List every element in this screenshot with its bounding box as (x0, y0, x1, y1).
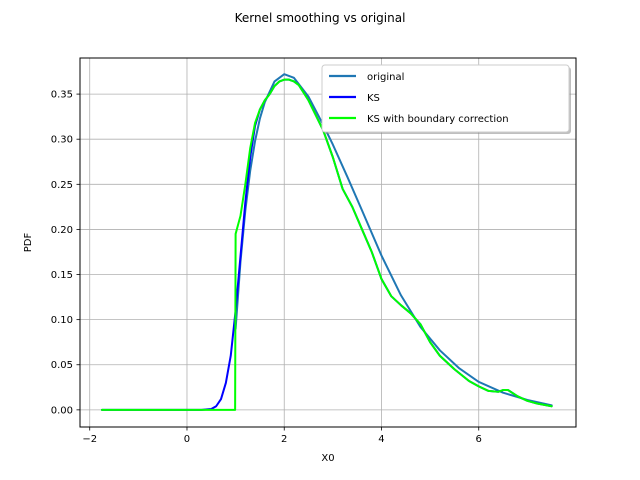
legend-label: original (367, 72, 404, 83)
legend: original KS KS with boundary correction (321, 64, 571, 134)
legend-label: KS (367, 93, 380, 104)
series-layer (100, 73, 553, 411)
y-tick-label: 0.35 (51, 90, 73, 101)
x-tick-label: 2 (281, 434, 287, 445)
x-tick-label: 6 (476, 434, 482, 445)
ticks-layer: −2 0 2 4 6 0.00 0.05 0.10 0.15 0.20 0.25 0.30 0.35 (51, 90, 482, 445)
y-tick-label: 0.25 (51, 180, 73, 191)
grid (80, 58, 576, 427)
series-line-0 (234, 73, 553, 407)
y-tick-label: 0.30 (51, 135, 73, 146)
legend-box (321, 64, 570, 133)
y-tick-label: 0.20 (51, 225, 73, 236)
y-tick-label: 0.15 (51, 270, 73, 281)
y-tick-label: 0.10 (51, 315, 73, 326)
legend-label: KS with boundary correction (367, 114, 509, 125)
y-axis-label: PDF (23, 233, 34, 253)
x-axis-label: X0 (321, 453, 334, 464)
plot-area: −2 0 2 4 6 0.00 0.05 0.10 0.15 0.20 0.25 0.30 0.35 (51, 57, 577, 445)
axes-frame (79, 57, 577, 428)
x-tick-label: −2 (82, 434, 97, 445)
y-tick-label: 0.00 (51, 405, 73, 416)
x-tick-label: 0 (184, 434, 190, 445)
series-line-2 (100, 78, 553, 411)
chart-title: Kernel smoothing vs original (235, 11, 406, 25)
x-tick-label: 4 (378, 434, 384, 445)
y-tick-label: 0.05 (51, 360, 73, 371)
